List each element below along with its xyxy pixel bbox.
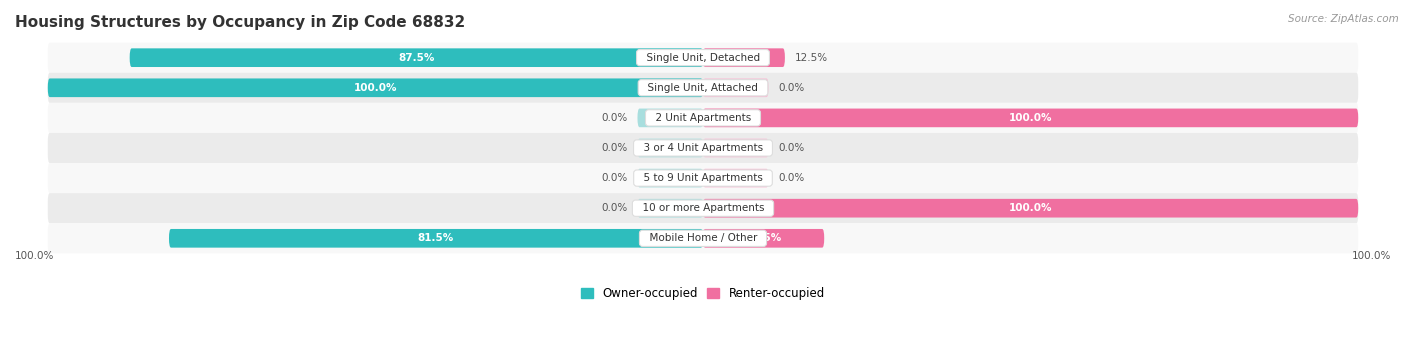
Text: 87.5%: 87.5%	[398, 53, 434, 63]
FancyBboxPatch shape	[703, 229, 824, 248]
FancyBboxPatch shape	[48, 103, 1358, 133]
FancyBboxPatch shape	[637, 139, 703, 157]
Text: 0.0%: 0.0%	[779, 143, 804, 153]
Text: Source: ZipAtlas.com: Source: ZipAtlas.com	[1288, 14, 1399, 24]
Text: Single Unit, Detached: Single Unit, Detached	[640, 53, 766, 63]
Text: 3 or 4 Unit Apartments: 3 or 4 Unit Apartments	[637, 143, 769, 153]
FancyBboxPatch shape	[48, 133, 1358, 163]
Text: 2 Unit Apartments: 2 Unit Apartments	[648, 113, 758, 123]
FancyBboxPatch shape	[48, 78, 703, 97]
Legend: Owner-occupied, Renter-occupied: Owner-occupied, Renter-occupied	[581, 287, 825, 300]
Text: 10 or more Apartments: 10 or more Apartments	[636, 203, 770, 213]
FancyBboxPatch shape	[637, 169, 703, 187]
FancyBboxPatch shape	[48, 163, 1358, 193]
Text: 100.0%: 100.0%	[15, 251, 55, 261]
Text: 18.5%: 18.5%	[745, 233, 782, 243]
FancyBboxPatch shape	[703, 169, 769, 187]
Text: 0.0%: 0.0%	[602, 113, 627, 123]
Text: 81.5%: 81.5%	[418, 233, 454, 243]
Text: 0.0%: 0.0%	[602, 143, 627, 153]
FancyBboxPatch shape	[48, 193, 1358, 223]
FancyBboxPatch shape	[703, 78, 769, 97]
FancyBboxPatch shape	[703, 48, 785, 67]
FancyBboxPatch shape	[637, 199, 703, 218]
Text: Mobile Home / Other: Mobile Home / Other	[643, 233, 763, 243]
FancyBboxPatch shape	[637, 108, 703, 127]
Text: 0.0%: 0.0%	[779, 83, 804, 93]
Text: 12.5%: 12.5%	[794, 53, 828, 63]
Text: 0.0%: 0.0%	[602, 173, 627, 183]
Text: 100.0%: 100.0%	[354, 83, 396, 93]
FancyBboxPatch shape	[48, 43, 1358, 73]
FancyBboxPatch shape	[169, 229, 703, 248]
Text: 100.0%: 100.0%	[1010, 113, 1052, 123]
FancyBboxPatch shape	[48, 73, 1358, 103]
Text: 100.0%: 100.0%	[1351, 251, 1391, 261]
Text: Housing Structures by Occupancy in Zip Code 68832: Housing Structures by Occupancy in Zip C…	[15, 15, 465, 30]
Text: 0.0%: 0.0%	[779, 173, 804, 183]
Text: 0.0%: 0.0%	[602, 203, 627, 213]
Text: 100.0%: 100.0%	[1010, 203, 1052, 213]
FancyBboxPatch shape	[129, 48, 703, 67]
FancyBboxPatch shape	[703, 139, 769, 157]
Text: Single Unit, Attached: Single Unit, Attached	[641, 83, 765, 93]
FancyBboxPatch shape	[703, 108, 1358, 127]
FancyBboxPatch shape	[48, 223, 1358, 253]
FancyBboxPatch shape	[703, 199, 1358, 218]
Text: 5 to 9 Unit Apartments: 5 to 9 Unit Apartments	[637, 173, 769, 183]
